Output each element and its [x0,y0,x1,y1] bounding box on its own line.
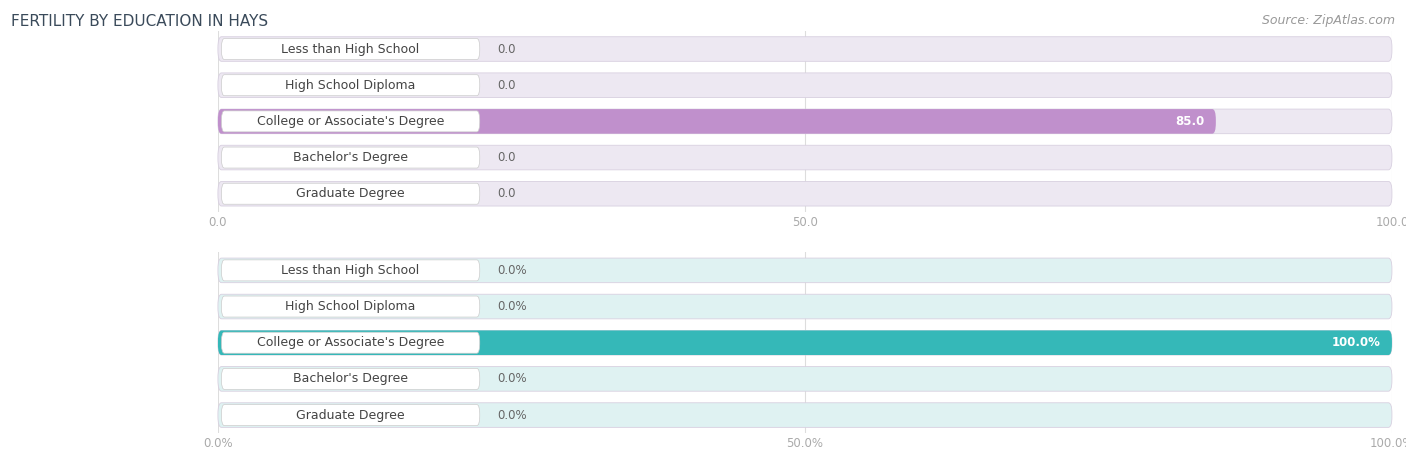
Text: High School Diploma: High School Diploma [285,79,416,92]
Text: College or Associate's Degree: College or Associate's Degree [257,336,444,349]
Text: 0.0%: 0.0% [498,372,527,386]
FancyBboxPatch shape [222,332,479,353]
Text: Less than High School: Less than High School [281,264,420,277]
Text: High School Diploma: High School Diploma [285,300,416,313]
FancyBboxPatch shape [218,258,1392,283]
FancyBboxPatch shape [222,405,479,426]
Text: 0.0%: 0.0% [498,300,527,313]
FancyBboxPatch shape [218,367,1392,391]
Text: FERTILITY BY EDUCATION IN HAYS: FERTILITY BY EDUCATION IN HAYS [11,14,269,30]
FancyBboxPatch shape [218,330,1392,355]
FancyBboxPatch shape [222,296,479,317]
FancyBboxPatch shape [218,145,1392,170]
Text: 0.0: 0.0 [498,187,516,200]
FancyBboxPatch shape [222,111,479,132]
FancyBboxPatch shape [218,37,1392,61]
FancyBboxPatch shape [218,403,1392,427]
Text: 0.0: 0.0 [498,151,516,164]
Text: Less than High School: Less than High School [281,42,420,56]
Text: Source: ZipAtlas.com: Source: ZipAtlas.com [1261,14,1395,27]
FancyBboxPatch shape [218,330,1392,355]
FancyBboxPatch shape [222,368,479,389]
Text: 85.0: 85.0 [1175,115,1204,128]
FancyBboxPatch shape [222,75,479,96]
Text: 100.0%: 100.0% [1331,336,1381,349]
Text: 0.0%: 0.0% [498,264,527,277]
Text: 0.0: 0.0 [498,42,516,56]
FancyBboxPatch shape [222,260,479,281]
FancyBboxPatch shape [218,109,1216,134]
Text: 0.0: 0.0 [498,79,516,92]
FancyBboxPatch shape [218,294,1392,319]
FancyBboxPatch shape [218,181,1392,206]
Text: Graduate Degree: Graduate Degree [297,408,405,422]
FancyBboxPatch shape [218,109,1392,134]
Text: College or Associate's Degree: College or Associate's Degree [257,115,444,128]
Text: Graduate Degree: Graduate Degree [297,187,405,200]
Text: Bachelor's Degree: Bachelor's Degree [292,151,408,164]
FancyBboxPatch shape [222,183,479,204]
Text: Bachelor's Degree: Bachelor's Degree [292,372,408,386]
FancyBboxPatch shape [222,39,479,60]
FancyBboxPatch shape [222,147,479,168]
FancyBboxPatch shape [218,73,1392,98]
Text: 0.0%: 0.0% [498,408,527,422]
